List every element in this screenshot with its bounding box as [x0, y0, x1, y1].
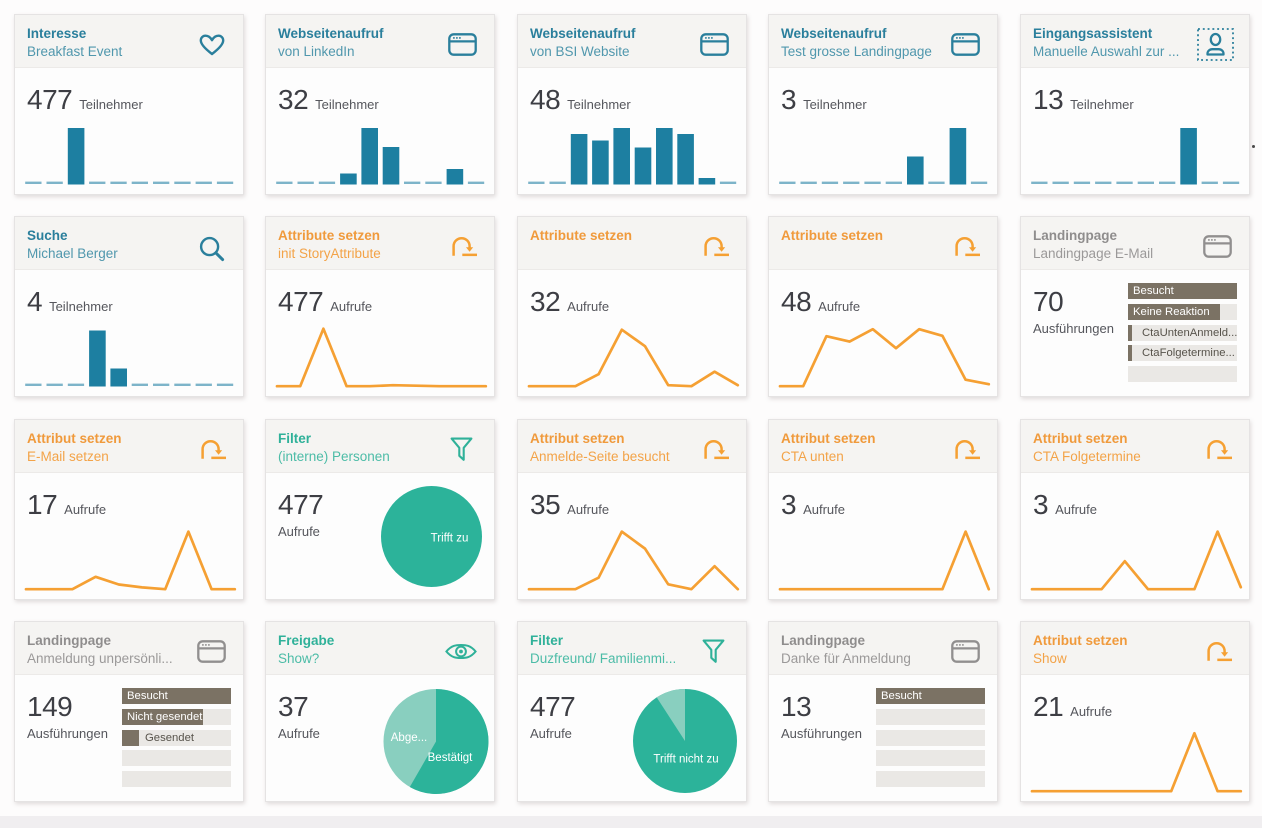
svg-text:Bestätigt: Bestätigt — [428, 752, 474, 764]
svg-text:Trifft zu: Trifft zu — [431, 533, 469, 545]
svg-text:Abge...: Abge... — [391, 732, 427, 744]
svg-text:Trifft nicht zu: Trifft nicht zu — [653, 754, 718, 766]
